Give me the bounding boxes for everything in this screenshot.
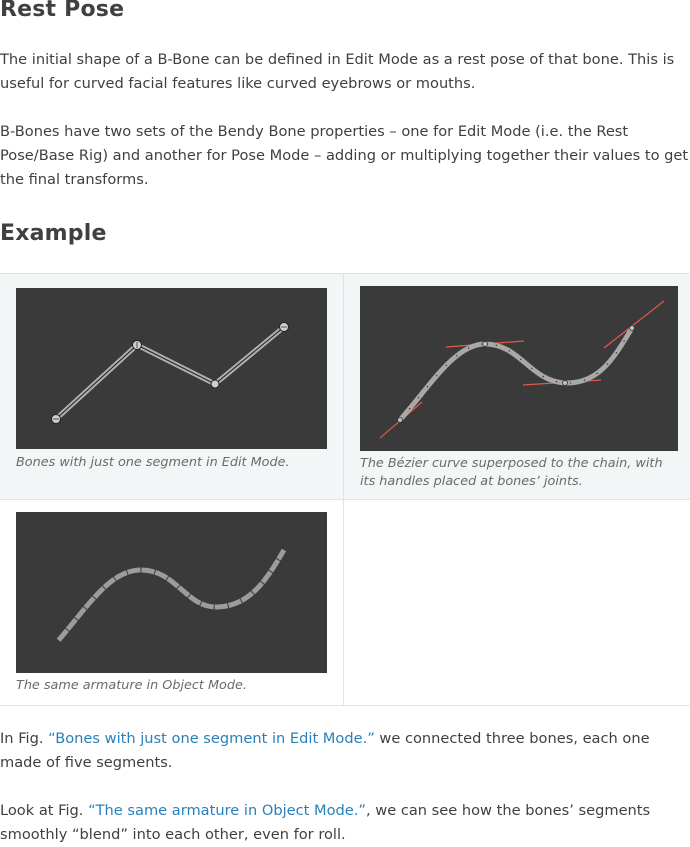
paragraph-text: Look at Fig.	[0, 802, 89, 819]
section-heading-example: Example	[0, 221, 107, 246]
paragraph-rest-pose-intro: The initial shape of a B-Bone can be def…	[0, 51, 675, 92]
paragraph-text: we connected three bones, each one made …	[0, 730, 650, 771]
paragraph-text: , we can see how the bones’ segments smo…	[0, 802, 651, 843]
paragraph-fig-object-mode-ref: Look at Fig. “The same armature in Objec…	[0, 799, 690, 847]
figure-caption-edit-mode: Bones with just one segment in Edit Mode…	[16, 455, 290, 470]
figure-bezier-curve-handles	[360, 286, 678, 451]
figure-column-divider	[343, 274, 344, 705]
figure-caption-bezier-curve: The Bézier curve superposed to the chain…	[360, 456, 663, 489]
figure-object-mode	[16, 512, 327, 673]
paragraph-bendy-bone-sets: B-Bones have two sets of the Bendy Bone …	[0, 123, 689, 188]
figure-bones-edit-mode	[16, 288, 327, 449]
figure-link-object-mode[interactable]: “The same armature in Object Mode.”	[88, 802, 366, 819]
figure-caption-object-mode: The same armature in Object Mode.	[16, 678, 247, 693]
paragraph-fig-edit-mode-ref: In Fig. “Bones with just one segment in …	[0, 727, 690, 775]
paragraph-text: In Fig.	[0, 730, 49, 747]
figure-table: Bones with just one segment in Edit Mode…	[0, 273, 690, 706]
figure-link-edit-mode[interactable]: “Bones with just one segment in Edit Mod…	[48, 730, 375, 747]
section-heading-rest-pose: Rest Pose	[0, 0, 125, 22]
